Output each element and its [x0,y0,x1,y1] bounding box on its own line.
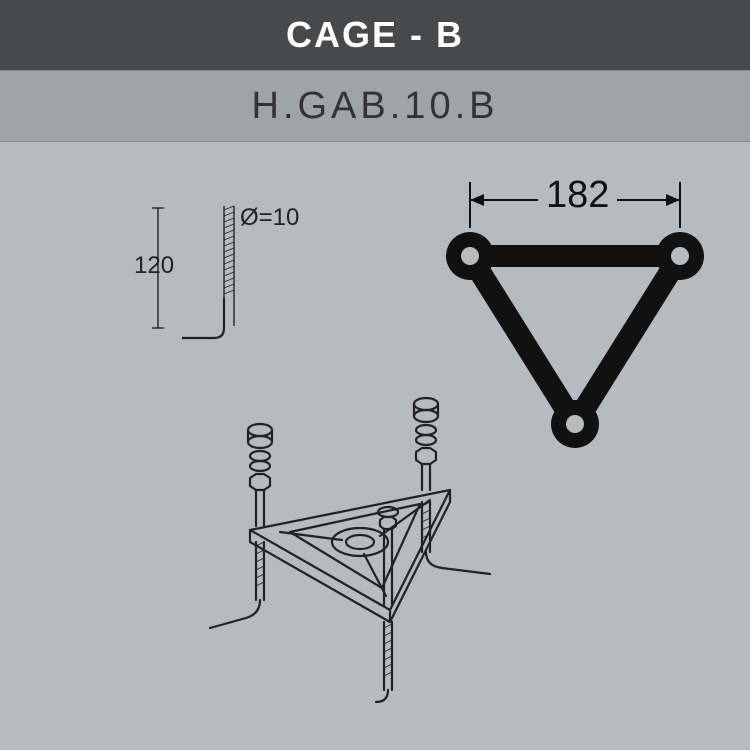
header-dark-band: CAGE - B [0,0,750,70]
product-title: CAGE - B [286,14,464,56]
triangle-width-label: 182 [538,174,617,217]
diagram-area: 120 Ø=10 182 [0,142,750,750]
product-code: H.GAB.10.B [252,85,499,128]
bolt-dimension-drawing [138,198,338,378]
header-light-band: H.GAB.10.B [0,70,750,142]
bolt-diameter-label: Ø=10 [240,204,299,232]
bolt-height-label: 120 [134,252,174,280]
assembly-isometric-drawing [190,370,530,710]
